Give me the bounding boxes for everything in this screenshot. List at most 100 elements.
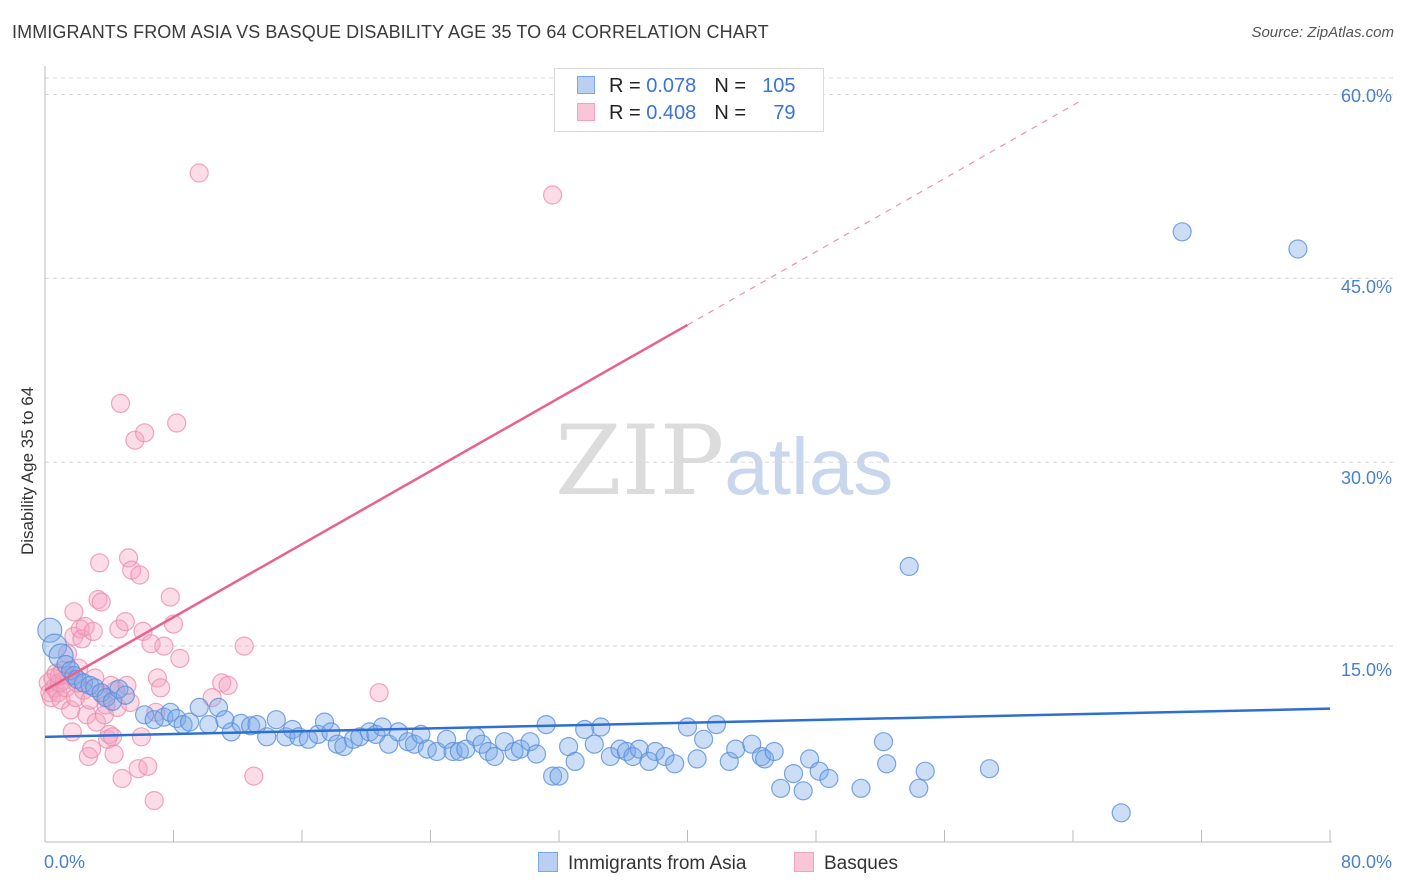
asia-point	[899, 556, 919, 577]
asia-n-label: N =	[714, 75, 752, 97]
basque-point	[115, 611, 135, 632]
basque-swatch	[577, 103, 595, 121]
asia-point	[979, 759, 1000, 779]
asia-point	[591, 717, 611, 737]
asia-point	[372, 717, 392, 737]
basque-point	[88, 589, 108, 610]
asia-point	[915, 761, 935, 781]
asia-point	[334, 736, 354, 757]
asia-point	[1288, 239, 1308, 259]
zipatlas-watermark: ZIPatlas	[555, 405, 893, 517]
legend-row-basque: R = 0.408 N = 79	[577, 102, 796, 128]
asia-point	[542, 766, 563, 786]
basque-point	[81, 739, 102, 759]
asia-point	[655, 746, 675, 767]
basque-point	[189, 163, 209, 183]
y-tick-label-15: 15.0%	[1340, 660, 1392, 680]
basque-points	[38, 163, 563, 811]
basque-point	[83, 621, 103, 642]
asia-point	[549, 766, 569, 786]
basque-point	[144, 790, 164, 811]
basque-point	[64, 602, 84, 622]
asia-point	[665, 754, 685, 774]
asia-point	[472, 734, 492, 754]
basque-n-label: N =	[714, 102, 752, 124]
asia-point	[873, 732, 894, 752]
legend-row-asia: R = 0.078 N = 105	[577, 75, 796, 101]
asia-legend-label: Immigrants from Asia	[568, 853, 747, 874]
asia-n-value: 105	[762, 75, 796, 97]
asia-point	[494, 732, 514, 752]
basque-point	[369, 683, 389, 703]
asia-point	[257, 727, 277, 747]
asia-r-value: 0.078	[646, 75, 697, 97]
basque-trend-extension	[687, 100, 1082, 326]
asia-point	[189, 697, 209, 718]
basque-point	[170, 648, 190, 669]
asia-swatch	[577, 76, 595, 94]
asia-point	[478, 741, 498, 762]
basque-point	[218, 675, 238, 696]
asia-point	[719, 751, 739, 772]
asia-point	[706, 714, 727, 735]
basque-r-label: R =	[609, 102, 647, 124]
asia-point	[520, 732, 540, 752]
watermark-atlas: atlas	[724, 422, 894, 511]
source-credit: Source: ZipAtlas.com	[1251, 24, 1394, 41]
basque-point	[109, 619, 129, 639]
asia-point	[565, 751, 585, 772]
axes	[44, 66, 1332, 843]
basque-point	[542, 185, 563, 205]
bottom-legend-asia: Immigrants from Asia	[538, 852, 746, 875]
basque-point	[104, 744, 124, 764]
basque-point	[135, 423, 155, 443]
basque-point	[72, 629, 92, 649]
basque-point	[244, 766, 264, 786]
asia-legend-swatch	[538, 852, 558, 872]
basque-point	[160, 587, 180, 607]
basque-point	[62, 722, 82, 742]
y-tick-label-60: 60.0%	[1340, 86, 1392, 106]
asia-point	[764, 741, 784, 762]
basque-point	[102, 727, 123, 747]
chart-title: IMMIGRANTS FROM ASIA VS BASQUE DISABILIT…	[12, 22, 769, 42]
trend-lines	[44, 100, 1331, 739]
asia-point	[37, 617, 63, 643]
basque-point	[112, 768, 132, 789]
asia-point	[645, 741, 666, 762]
basque-n-value: 79	[773, 102, 796, 124]
stats-legend: R = 0.078 N = 105 R = 0.408 N = 79	[554, 68, 824, 132]
basque-point	[86, 712, 107, 732]
basque-point	[89, 553, 110, 573]
asia-point	[350, 727, 370, 747]
asia-point	[266, 710, 286, 730]
asia-r-label: R =	[609, 75, 647, 97]
asia-point	[135, 705, 155, 725]
asia-point	[282, 719, 302, 740]
asia-point	[754, 749, 775, 769]
x-tick-label-min: 0.0%	[44, 852, 86, 872]
asia-point	[485, 746, 505, 767]
basque-point	[51, 690, 71, 710]
asia-point	[584, 734, 604, 754]
basque-point	[138, 756, 158, 776]
basque-legend-label: Basques	[824, 853, 898, 874]
asia-point	[208, 697, 229, 718]
basque-trend-line	[44, 323, 689, 692]
basque-legend-swatch	[794, 852, 814, 872]
asia-point	[180, 712, 200, 732]
basque-point	[131, 727, 151, 747]
asia-point	[751, 746, 772, 767]
asia-point	[726, 739, 746, 759]
asia-point	[199, 714, 219, 735]
basque-point	[167, 413, 187, 433]
asia-point	[1111, 803, 1131, 823]
x-tick-label-max: 80.0%	[1340, 852, 1392, 872]
basque-point	[106, 680, 126, 700]
asia-point	[793, 781, 813, 801]
asia-point	[809, 761, 829, 781]
asia-point	[771, 778, 791, 798]
basque-point	[154, 636, 174, 656]
basque-r-value: 0.408	[646, 102, 697, 124]
asia-point	[1172, 222, 1192, 242]
